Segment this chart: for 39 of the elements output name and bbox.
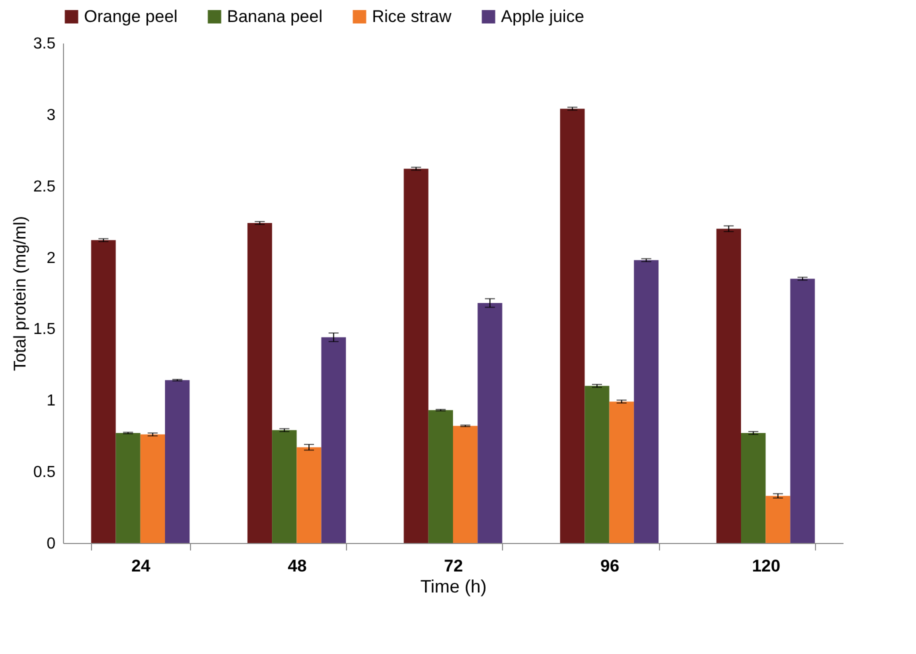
y-tick-label: 3 <box>46 106 56 124</box>
bar <box>428 410 453 543</box>
bar <box>560 108 585 543</box>
y-tick-label: 0 <box>46 536 56 552</box>
bar <box>634 260 659 543</box>
legend-label: Rice straw <box>372 6 452 26</box>
bar <box>247 223 272 543</box>
bar <box>766 496 790 543</box>
legend-label: Banana peel <box>227 6 322 26</box>
bar <box>321 337 346 543</box>
x-tick-label: 96 <box>600 556 620 576</box>
y-tick-label: 1 <box>46 392 56 410</box>
x-tick-label: 24 <box>131 556 151 576</box>
y-tick-label: 1.5 <box>33 321 56 338</box>
y-tick-label: 3.5 <box>33 36 56 52</box>
x-tick-label: 120 <box>752 556 780 576</box>
bar <box>296 447 322 543</box>
bar <box>609 402 634 543</box>
y-axis-title: Total protein (mg/ml) <box>10 216 30 371</box>
x-tick-label: 48 <box>288 556 307 576</box>
y-tick-label: 2 <box>46 250 56 267</box>
bar <box>272 430 297 543</box>
bar <box>716 228 742 543</box>
bar <box>741 433 766 543</box>
bar <box>790 278 815 543</box>
bar <box>453 426 478 543</box>
bar <box>116 433 140 543</box>
x-axis-title: Time (h) <box>420 576 487 596</box>
y-tick-label: 0.5 <box>33 464 56 482</box>
legend-label: Orange peel <box>84 6 178 26</box>
y-tick-label: 2.5 <box>33 178 56 196</box>
bar <box>164 380 190 543</box>
bar <box>478 303 502 543</box>
bar <box>584 386 610 543</box>
bar <box>140 434 165 543</box>
x-tick-label: 72 <box>444 556 463 576</box>
legend-label: Apple juice <box>501 6 584 26</box>
bar <box>404 168 428 543</box>
bar <box>91 240 116 543</box>
